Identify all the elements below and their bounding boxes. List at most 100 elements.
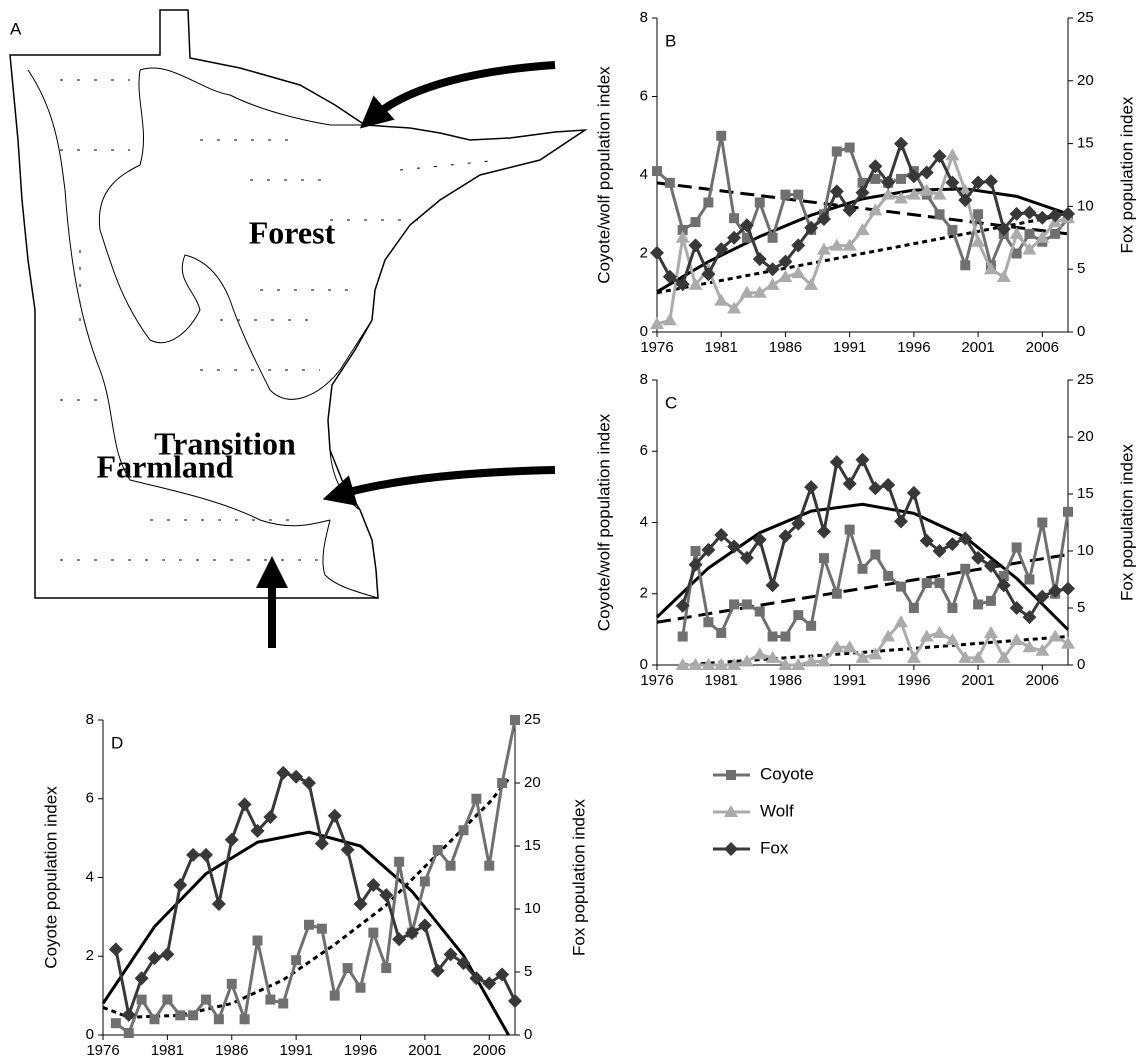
marker [780,631,791,642]
y-tick-label: 4 [86,868,94,885]
marker [714,528,729,543]
marker [677,224,688,235]
legend-label: Wolf [760,801,794,820]
marker [960,260,971,271]
y-tick-label: 6 [640,442,648,459]
marker [919,629,934,642]
marker [791,516,806,531]
y-tick-label: 8 [86,711,94,728]
marker [958,650,973,663]
y-tick-label: 2 [640,585,648,602]
marker [701,542,716,557]
y2-tick-label: 5 [524,963,532,980]
marker [754,197,765,208]
marker [510,715,520,725]
x-tick-label: 1986 [769,672,802,689]
y2-tick-label: 0 [1077,656,1085,673]
marker [688,277,703,290]
y-tick-label: 0 [640,323,648,340]
marker [175,1010,186,1021]
marker [355,982,366,993]
marker [996,650,1011,663]
marker [110,1018,121,1029]
marker [857,177,868,188]
marker [1048,629,1063,642]
marker [741,599,752,610]
marker [765,650,780,663]
marker [353,896,368,911]
arrow [322,466,556,506]
marker [868,203,883,216]
y2-tick-label: 15 [1077,135,1094,152]
marker [690,217,701,228]
y-axis-label: Coyote population index [41,786,60,969]
marker [829,640,844,653]
marker [896,581,907,592]
marker [252,935,263,946]
marker [842,238,857,251]
x-tick-label: 2001 [961,339,994,356]
marker [226,978,237,989]
legend-marker [726,770,736,780]
marker [1024,228,1035,239]
marker [1035,210,1050,225]
marker [1050,228,1061,239]
marker [906,650,921,663]
marker [932,625,947,638]
marker [703,617,714,628]
marker [688,238,703,253]
marker [1009,226,1024,239]
marker [304,919,314,930]
trend-line [101,830,510,1036]
marker [996,578,1011,593]
marker [1048,583,1063,598]
marker [996,270,1011,283]
marker [804,277,819,290]
x-tick-label: 1991 [833,339,866,356]
marker [958,193,973,208]
trend-line [656,212,1069,295]
marker [855,222,870,235]
trend-line [656,181,1069,236]
x-tick-label: 2001 [408,1042,441,1059]
marker [855,452,870,467]
marker [316,923,327,934]
marker [1009,633,1024,646]
marker [701,658,716,670]
marker [432,844,443,855]
marker [1022,242,1037,255]
marker [767,631,778,642]
state-outline [9,9,588,599]
x-tick-label: 1986 [215,1042,248,1059]
marker [752,285,767,298]
marker [366,878,381,893]
marker [881,187,896,200]
marker [945,148,960,161]
x-tick-label: 1986 [769,339,802,356]
panel-label: C [665,393,677,412]
trend-line [102,778,510,1019]
marker [291,955,302,966]
marker [497,778,508,788]
marker [973,599,984,610]
region-label: Farmland [97,448,234,484]
marker [263,810,278,825]
marker [675,598,690,613]
marker [1011,248,1022,259]
marker [662,313,677,326]
marker [419,876,430,887]
marker [211,896,226,911]
marker [804,480,819,495]
y-tick-label: 2 [640,244,648,261]
marker [881,477,896,492]
marker [971,650,986,663]
marker [688,557,703,572]
x-tick-label: 2006 [473,1042,506,1059]
marker [188,1010,199,1021]
x-tick-label: 2001 [961,672,994,689]
marker [829,184,844,199]
marker [675,230,690,243]
marker [945,537,960,552]
series-line [114,771,517,1021]
marker [767,232,778,243]
